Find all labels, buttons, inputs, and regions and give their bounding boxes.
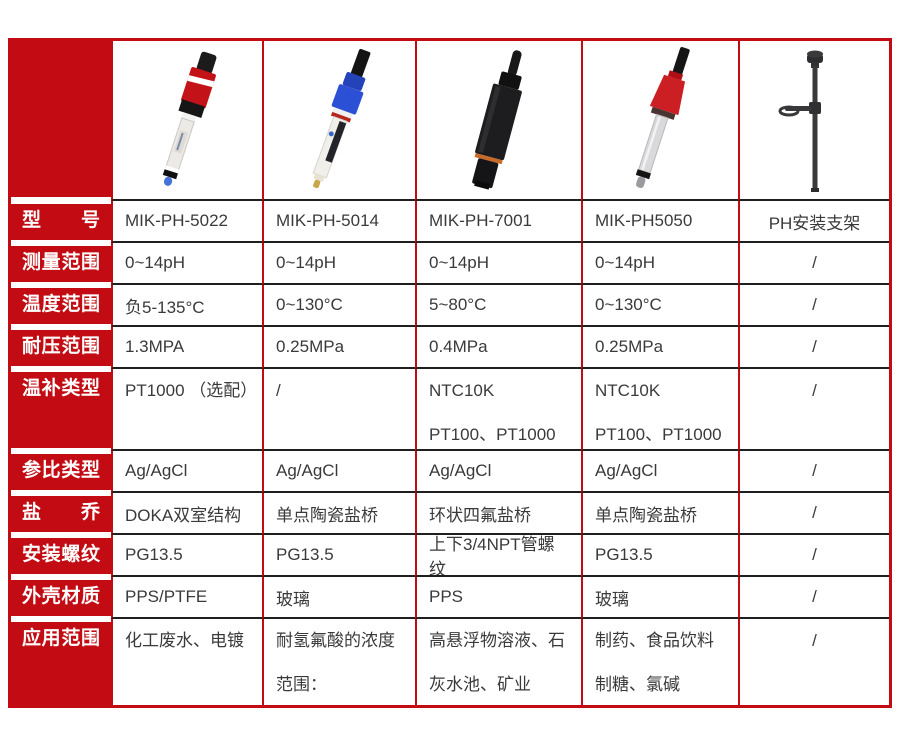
image-row-label-spacer xyxy=(11,41,111,197)
application-cell-4: 制药、食品饮料 制糖、氯碱 xyxy=(581,619,738,705)
product-image-mik-ph5050 xyxy=(581,41,738,201)
salt-bridge-cell-3: 环状四氟盐桥 xyxy=(415,493,581,535)
table-row-housing-material: 外壳材质 PPS/PTFE 玻璃 PPS 玻璃 / xyxy=(11,577,889,619)
temp-range-cell-1: 负5-135°C xyxy=(111,285,262,327)
salt-bridge-cell-4: 单点陶瓷盐桥 xyxy=(581,493,738,535)
thread-cell-4: PG13.5 xyxy=(581,535,738,577)
salt-bridge-cell-2: 单点陶瓷盐桥 xyxy=(262,493,415,535)
temp-compensation-cell-4: NTC10K PT100、PT1000 xyxy=(581,369,738,451)
temp-compensation-cell-3: NTC10K PT100、PT1000 xyxy=(415,369,581,451)
model-cell-4: MIK-PH5050 xyxy=(581,201,738,243)
measure-range-cell-3: 0~14pH xyxy=(415,243,581,285)
row-label-model: 型 号 xyxy=(11,204,111,240)
row-label-temp-range: 温度范围 xyxy=(11,288,111,324)
thread-cell-3: 上下3/4NPT管螺纹 xyxy=(415,535,581,577)
application-cell-2: 耐氢氟酸的浓度 范围：≤4000ppm xyxy=(262,619,415,705)
spec-table: 型 号 MIK-PH-5022 MIK-PH-5014 MIK-PH-7001 … xyxy=(8,38,892,708)
model-cell-1: MIK-PH-5022 xyxy=(111,201,262,243)
row-label-reference-type: 参比类型 xyxy=(11,454,111,490)
thread-cell-1: PG13.5 xyxy=(111,535,262,577)
reference-type-cell-5: / xyxy=(738,451,889,493)
thread-cell-5: / xyxy=(738,535,889,577)
temp-compensation-cell-5: / xyxy=(738,369,889,451)
reference-type-cell-1: Ag/AgCl xyxy=(111,451,262,493)
temp-range-cell-3: 5~80°C xyxy=(415,285,581,327)
housing-material-cell-5: / xyxy=(738,577,889,619)
ph-industrial-sensor-black-icon xyxy=(472,50,522,190)
product-image-ph-bracket xyxy=(738,41,889,201)
product-image-mik-ph-7001 xyxy=(415,41,581,201)
table-row-temp-range: 温度范围 负5-135°C 0~130°C 5~80°C 0~130°C / xyxy=(11,285,889,327)
temp-range-cell-4: 0~130°C xyxy=(581,285,738,327)
pressure-range-cell-2: 0.25MPa xyxy=(262,327,415,369)
ph-mounting-bracket-icon xyxy=(778,50,823,192)
pressure-range-cell-4: 0.25MPa xyxy=(581,327,738,369)
salt-bridge-cell-5: / xyxy=(738,493,889,535)
measure-range-cell-1: 0~14pH xyxy=(111,243,262,285)
pressure-range-cell-3: 0.4MPa xyxy=(415,327,581,369)
application-cell-5: / xyxy=(738,619,889,705)
product-image-mik-ph-5022 xyxy=(111,41,262,201)
model-cell-3: MIK-PH-7001 xyxy=(415,201,581,243)
model-cell-5: PH安装支架 xyxy=(738,201,889,243)
ph-electrode-red-cap-steel-icon xyxy=(635,47,690,188)
housing-material-cell-1: PPS/PTFE xyxy=(111,577,262,619)
application-cell-1: 化工废水、电镀 xyxy=(111,619,262,705)
ph-electrode-red-black-icon xyxy=(162,51,216,186)
row-label-thread: 安装螺纹 xyxy=(11,538,111,574)
reference-type-cell-2: Ag/AgCl xyxy=(262,451,415,493)
row-label-pressure-range: 耐压范围 xyxy=(11,330,111,366)
table-row-thread: 安装螺纹 PG13.5 PG13.5 上下3/4NPT管螺纹 PG13.5 / xyxy=(11,535,889,577)
row-label-housing-material: 外壳材质 xyxy=(11,580,111,616)
salt-bridge-cell-1: DOKA双室结构 xyxy=(111,493,262,535)
ph-electrode-blue-cap-icon xyxy=(312,48,370,189)
table-row-pressure-range: 耐压范围 1.3MPA 0.25MPa 0.4MPa 0.25MPa / xyxy=(11,327,889,369)
measure-range-cell-2: 0~14pH xyxy=(262,243,415,285)
temp-compensation-cell-2: / xyxy=(262,369,415,451)
reference-type-cell-4: Ag/AgCl xyxy=(581,451,738,493)
row-label-salt-bridge: 盐 乔 xyxy=(11,496,111,532)
product-image-row xyxy=(11,41,889,201)
temp-range-cell-2: 0~130°C xyxy=(262,285,415,327)
pressure-range-cell-1: 1.3MPA xyxy=(111,327,262,369)
housing-material-cell-3: PPS xyxy=(415,577,581,619)
temp-range-cell-5: / xyxy=(738,285,889,327)
measure-range-cell-5: / xyxy=(738,243,889,285)
product-image-mik-ph-5014 xyxy=(262,41,415,201)
table-row-temp-compensation: 温补类型 PT1000 （选配） / NTC10K PT100、PT1000 N… xyxy=(11,369,889,451)
measure-range-cell-4: 0~14pH xyxy=(581,243,738,285)
housing-material-cell-4: 玻璃 xyxy=(581,577,738,619)
thread-cell-2: PG13.5 xyxy=(262,535,415,577)
row-label-temp-compensation: 温补类型 xyxy=(11,372,111,448)
reference-type-cell-3: Ag/AgCl xyxy=(415,451,581,493)
row-label-application: 应用范围 xyxy=(11,622,111,705)
table-row-reference-type: 参比类型 Ag/AgCl Ag/AgCl Ag/AgCl Ag/AgCl / xyxy=(11,451,889,493)
model-cell-2: MIK-PH-5014 xyxy=(262,201,415,243)
table-row-application: 应用范围 化工废水、电镀 耐氢氟酸的浓度 范围：≤4000ppm 高悬浮物溶液、… xyxy=(11,619,889,705)
application-cell-3: 高悬浮物溶液、石 灰水池、矿业 xyxy=(415,619,581,705)
housing-material-cell-2: 玻璃 xyxy=(262,577,415,619)
table-row-model: 型 号 MIK-PH-5022 MIK-PH-5014 MIK-PH-7001 … xyxy=(11,201,889,243)
table-row-measure-range: 测量范围 0~14pH 0~14pH 0~14pH 0~14pH / xyxy=(11,243,889,285)
row-label-measure-range: 测量范围 xyxy=(11,246,111,282)
table-row-salt-bridge: 盐 乔 DOKA双室结构 单点陶瓷盐桥 环状四氟盐桥 单点陶瓷盐桥 / xyxy=(11,493,889,535)
pressure-range-cell-5: / xyxy=(738,327,889,369)
temp-compensation-cell-1: PT1000 （选配） xyxy=(111,369,262,451)
